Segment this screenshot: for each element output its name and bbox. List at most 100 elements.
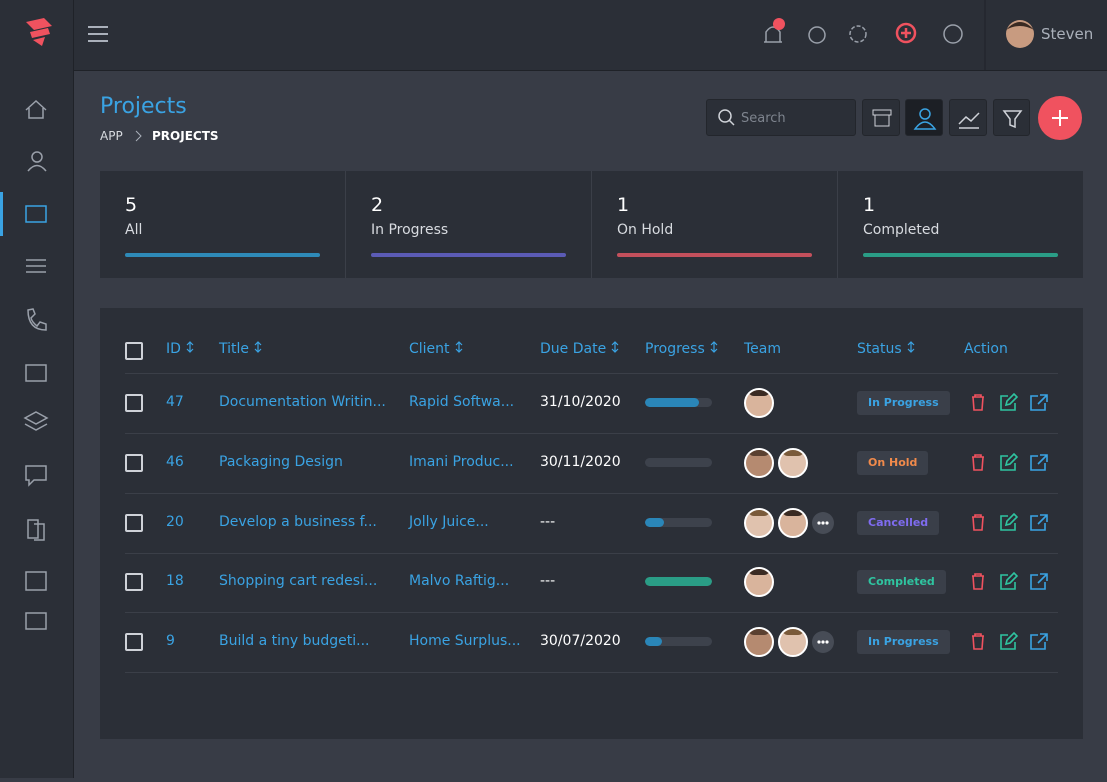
column-header[interactable]: Progress [645, 341, 718, 357]
project-id[interactable]: 18 [166, 573, 184, 590]
progress-fill [645, 517, 664, 527]
chat-icon[interactable] [25, 465, 47, 487]
row-divider [125, 552, 1058, 554]
progress-track [645, 577, 712, 587]
summary-card[interactable]: 5 All [100, 171, 346, 278]
add-icon[interactable] [895, 22, 917, 44]
user-avatar[interactable] [1006, 20, 1034, 48]
delete-button[interactable] [969, 513, 989, 537]
project-client[interactable]: Rapid Softwa... [409, 394, 515, 410]
project-client[interactable]: Imani Produc... [409, 453, 514, 470]
project-title[interactable]: Documentation Writin... [219, 394, 386, 410]
globe-icon[interactable] [943, 24, 963, 44]
team-avatar[interactable] [744, 567, 774, 598]
layers-icon[interactable] [23, 411, 49, 431]
project-id[interactable]: 46 [166, 453, 184, 470]
settings-icon[interactable] [25, 571, 47, 591]
status-badge: Cancelled [857, 510, 940, 535]
column-header[interactable]: Due Date [540, 341, 619, 357]
more-members[interactable] [812, 511, 834, 534]
column-label: Due Date [540, 341, 607, 357]
delete-button[interactable] [969, 393, 989, 417]
gear-icon[interactable] [849, 25, 867, 43]
column-label: ID [166, 341, 181, 357]
row-checkbox[interactable] [125, 633, 143, 652]
row-checkbox[interactable] [125, 513, 143, 532]
column-header[interactable]: Client [409, 341, 463, 357]
users-icon[interactable] [27, 151, 47, 172]
list-icon[interactable] [26, 259, 46, 273]
avatar-hair [782, 509, 804, 516]
breadcrumb-item[interactable]: APP [100, 129, 123, 143]
project-client[interactable]: Malvo Raftig... [409, 573, 510, 590]
menu-icon[interactable] [88, 26, 108, 42]
more-members[interactable] [812, 631, 834, 654]
edit-button[interactable] [999, 512, 1019, 537]
column-header[interactable]: Title [219, 341, 262, 357]
open-button[interactable] [1029, 393, 1049, 417]
due-date: --- [540, 513, 556, 530]
edit-button[interactable] [999, 392, 1019, 417]
open-button[interactable] [1029, 572, 1049, 596]
row-checkbox[interactable] [125, 573, 143, 592]
summary-card[interactable]: 1 On Hold [592, 171, 838, 278]
open-button[interactable] [1029, 513, 1049, 537]
delete-button[interactable] [969, 572, 989, 596]
team-avatar[interactable] [778, 447, 808, 478]
row-divider [125, 492, 1058, 494]
project-title[interactable]: Packaging Design [219, 453, 343, 470]
avatar-hair [748, 449, 770, 456]
column-header[interactable]: ID [166, 341, 194, 357]
chart-button[interactable] [949, 99, 987, 136]
home-icon[interactable] [25, 99, 47, 119]
project-title[interactable]: Build a tiny budgeti... [219, 633, 370, 650]
docs-icon[interactable] [27, 519, 45, 541]
row-checkbox[interactable] [125, 453, 143, 472]
team-avatar[interactable] [744, 627, 774, 658]
timer-icon[interactable] [808, 26, 826, 44]
project-id[interactable]: 9 [166, 633, 175, 650]
edit-button[interactable] [999, 452, 1019, 477]
user-name[interactable]: Steven [1041, 25, 1094, 43]
open-button[interactable] [1029, 632, 1049, 656]
edit-button[interactable] [999, 632, 1019, 656]
project-title[interactable]: Develop a business f... [219, 513, 377, 530]
delete-button[interactable] [969, 632, 989, 656]
search-box[interactable]: Search [706, 99, 856, 136]
filter-button[interactable] [993, 99, 1030, 136]
summary-card[interactable]: 2 In Progress [346, 171, 592, 278]
add-project-button[interactable] [1038, 96, 1083, 141]
row-actions [969, 512, 1059, 533]
team-avatar[interactable] [778, 627, 808, 658]
summary-bar [617, 253, 812, 257]
row-checkbox[interactable] [125, 394, 143, 412]
breadcrumb-item: PROJECTS [152, 129, 219, 143]
call-icon[interactable] [27, 308, 47, 331]
open-button[interactable] [1029, 453, 1049, 477]
wallet2-icon[interactable] [25, 612, 47, 630]
logo[interactable] [26, 18, 52, 46]
bell-icon[interactable] [764, 26, 782, 43]
delete-button[interactable] [969, 453, 989, 477]
projects-icon[interactable] [25, 205, 47, 223]
wallet-icon[interactable] [25, 364, 47, 382]
summary-label: In Progress [371, 222, 449, 238]
status-badge: Completed [857, 570, 946, 595]
project-id[interactable]: 47 [166, 394, 184, 410]
user-filter-button[interactable] [905, 99, 943, 136]
project-title[interactable]: Shopping cart redesi... [219, 573, 378, 590]
summary-card[interactable]: 1 Completed [838, 171, 1084, 278]
project-client[interactable]: Home Surplus... [409, 633, 521, 650]
select-all-checkbox[interactable] [125, 342, 143, 360]
team-avatar[interactable] [744, 388, 774, 418]
project-client[interactable]: Jolly Juice... [409, 513, 489, 530]
summary-bar [371, 253, 566, 257]
team-avatar[interactable] [744, 447, 774, 478]
team-avatar[interactable] [778, 507, 808, 538]
due-date: 30/11/2020 [540, 453, 621, 470]
column-header[interactable]: Status [857, 341, 915, 357]
archive-button[interactable] [862, 99, 900, 136]
edit-button[interactable] [999, 572, 1019, 596]
project-id[interactable]: 20 [166, 513, 184, 530]
team-avatar[interactable] [744, 507, 774, 538]
